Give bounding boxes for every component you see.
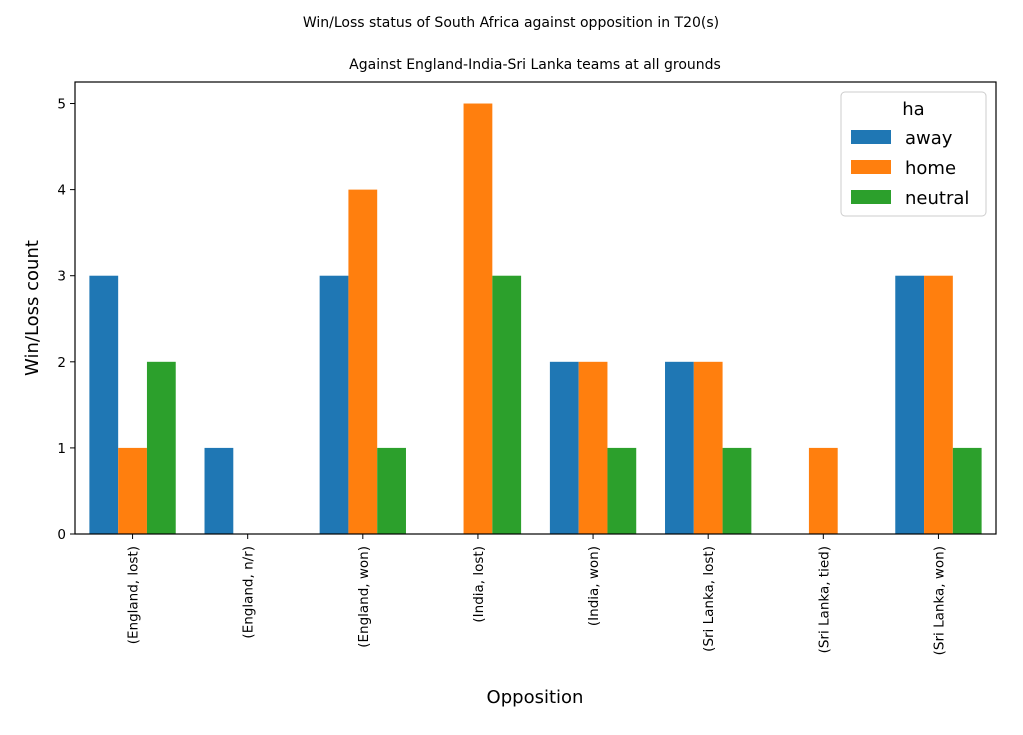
bar-home-6 xyxy=(808,447,838,534)
x-tick-label-3: (India, lost) xyxy=(471,546,487,623)
y-tick-label-2: 2 xyxy=(57,355,66,371)
y-tick-label-5: 5 xyxy=(57,97,66,113)
y-tick-label-0: 0 xyxy=(57,527,66,543)
bar-neutral-2 xyxy=(377,447,406,534)
plot-frame xyxy=(74,81,997,535)
bar-neutral-3 xyxy=(492,275,522,534)
x-tick-label-5: (Sri Lanka, lost) xyxy=(701,546,717,652)
x-tick-label-1: (England, n/r) xyxy=(241,546,257,639)
plot-area: 0 1 2 3 4 5 (England, lost) (England, n/r) (Engl… xyxy=(57,81,997,655)
bar-home-5 xyxy=(693,361,723,534)
bar-away-0 xyxy=(89,275,119,534)
x-tick-label-7: (Sri Lanka, won) xyxy=(931,546,947,655)
legend: ha away home neutral xyxy=(840,91,987,217)
legend-swatch-neutral xyxy=(851,190,891,204)
legend-label-away: away xyxy=(905,128,953,149)
chart-suptitle: Win/Loss status of South Africa against … xyxy=(303,15,719,31)
x-tick-label-2: (England, won) xyxy=(356,546,372,648)
bar-home-2 xyxy=(348,189,378,534)
y-tick-label-1: 1 xyxy=(57,441,66,457)
bar-away-4 xyxy=(549,361,579,534)
legend-label-home: home xyxy=(905,158,956,179)
y-axis-label: Win/Loss count xyxy=(22,240,43,376)
bar-away-7 xyxy=(895,275,925,534)
y-tick-label-4: 4 xyxy=(57,183,66,199)
legend-box xyxy=(840,91,987,217)
chart-title: Against England-India-Sri Lanka teams at… xyxy=(349,57,721,73)
bar-home-4 xyxy=(578,361,608,534)
bar-neutral-5 xyxy=(722,447,752,534)
bar-home-7 xyxy=(924,275,953,534)
bar-home-0 xyxy=(118,447,147,534)
legend-title: ha xyxy=(902,99,924,120)
bar-away-2 xyxy=(319,275,349,534)
bar-away-1 xyxy=(204,447,234,534)
y-tick-label-3: 3 xyxy=(57,269,66,285)
x-tick-label-4: (India, won) xyxy=(586,546,602,626)
x-axis-label: Opposition xyxy=(487,687,584,708)
bar-home-3 xyxy=(463,103,493,535)
bar-neutral-7 xyxy=(952,447,982,534)
x-tick-label-0: (England, lost) xyxy=(126,546,142,644)
bar-neutral-0 xyxy=(146,361,176,534)
legend-swatch-away xyxy=(851,130,891,144)
legend-swatch-home xyxy=(851,160,891,174)
bar-neutral-4 xyxy=(607,447,637,534)
x-tick-label-6: (Sri Lanka, tied) xyxy=(816,546,832,653)
legend-label-neutral: neutral xyxy=(905,188,969,209)
bar-away-5 xyxy=(665,361,694,534)
